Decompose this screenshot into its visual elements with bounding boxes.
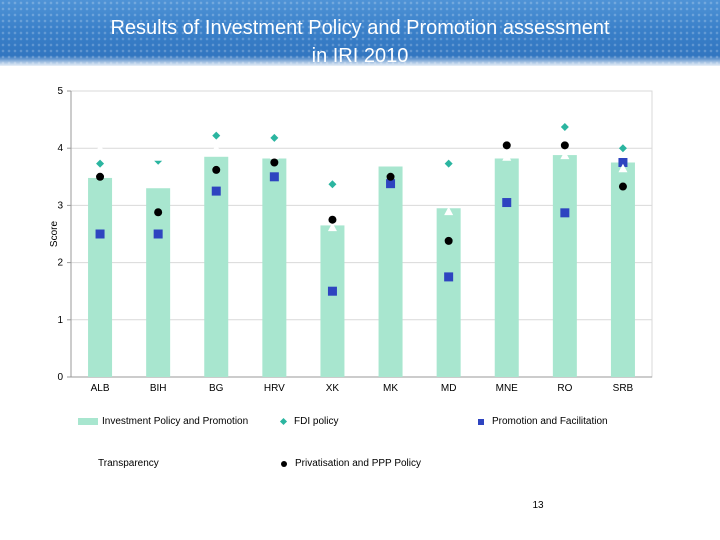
legend-label-fdi: FDI policy	[294, 416, 339, 427]
y-tick-label: 5	[57, 86, 63, 97]
legend-item-privatisation: Privatisation and PPP Policy	[281, 458, 421, 469]
point-promotion-facilitation	[211, 186, 221, 196]
y-tick-label: 4	[57, 143, 63, 154]
bar-investment-policy	[494, 158, 519, 377]
legend-diamond-marker	[279, 417, 288, 426]
point-privatisation	[386, 172, 395, 181]
point-fdi-policy	[328, 180, 337, 189]
y-tick-label: 3	[57, 200, 63, 211]
point-promotion-facilitation	[560, 208, 570, 218]
bar-investment-policy	[610, 162, 635, 377]
point-transparency	[95, 143, 105, 153]
bar-investment-policy	[146, 188, 171, 377]
legend-label-transparency: Transparency	[98, 458, 159, 469]
x-tick-label: XK	[326, 383, 340, 394]
point-promotion-facilitation	[386, 179, 396, 189]
x-tick-label: MD	[441, 383, 457, 394]
y-tick-label: 0	[57, 372, 63, 383]
bar-investment-policy	[378, 166, 403, 377]
point-transparency	[444, 206, 454, 216]
point-promotion-facilitation	[444, 272, 454, 282]
slide-title: Results of Investment Policy and Promoti…	[40, 14, 680, 70]
bar-investment-policy	[552, 155, 577, 377]
y-tick-label: 1	[57, 315, 63, 326]
point-fdi-policy	[560, 123, 569, 132]
legend-item-promotion: Promotion and Facilitation	[478, 416, 608, 427]
point-privatisation	[96, 172, 105, 181]
legend-label-privatisation: Privatisation and PPP Policy	[295, 458, 421, 469]
point-transparency	[269, 150, 279, 160]
point-privatisation	[154, 208, 163, 217]
point-privatisation	[502, 141, 511, 150]
point-privatisation	[328, 215, 337, 224]
point-transparency	[327, 222, 337, 232]
point-fdi-policy	[212, 131, 221, 140]
legend-item-transparency: Transparency	[78, 458, 159, 469]
point-privatisation	[560, 141, 569, 150]
point-transparency	[560, 150, 570, 160]
legend-circle-marker	[281, 460, 287, 467]
point-promotion-facilitation	[618, 158, 628, 167]
point-privatisation	[212, 165, 221, 174]
x-tick-label: BIH	[150, 383, 167, 394]
bar-investment-policy	[88, 177, 113, 377]
page-number: 13	[532, 500, 544, 511]
point-transparency	[153, 152, 163, 161]
point-fdi-policy	[444, 159, 453, 168]
y-axis-label: Score	[49, 221, 60, 248]
x-tick-label: MNE	[496, 383, 519, 394]
legend-label-promotion: Promotion and Facilitation	[492, 416, 608, 427]
bar-investment-policy	[436, 208, 461, 377]
x-tick-label: HRV	[264, 383, 285, 394]
title-line-1: Results of Investment Policy and Promoti…	[110, 17, 610, 39]
x-tick-label: SRB	[613, 383, 634, 394]
point-promotion-facilitation	[327, 286, 337, 296]
point-promotion-facilitation	[153, 229, 163, 239]
legend-label-investment: Investment Policy and Promotion	[102, 416, 249, 427]
legend-item-investment: Investment Policy and Promotion	[78, 416, 248, 427]
header-banner	[0, 0, 720, 66]
legend-item-fdi: FDI policy	[279, 416, 339, 427]
x-tick-label: BG	[209, 383, 224, 394]
point-fdi-policy	[96, 159, 105, 168]
title-line-2: in IRI 2010	[311, 45, 409, 67]
point-promotion-facilitation	[269, 172, 279, 182]
x-tick-label: MK	[383, 383, 398, 394]
point-privatisation	[270, 158, 279, 167]
legend-bar-swatch	[78, 418, 98, 425]
point-privatisation	[618, 182, 627, 191]
point-promotion-facilitation	[502, 198, 512, 208]
x-tick-label: ALB	[91, 383, 110, 394]
point-transparency	[211, 143, 221, 153]
point-fdi-policy	[270, 133, 279, 142]
legend-triangle-marker	[78, 460, 84, 467]
point-transparency	[618, 163, 628, 173]
point-promotion-facilitation	[95, 229, 105, 239]
y-tick-label: 2	[57, 258, 63, 269]
point-transparency	[502, 152, 512, 161]
legend-square-marker	[478, 418, 484, 425]
point-privatisation	[444, 236, 453, 245]
point-transparency	[386, 153, 396, 163]
x-tick-label: RO	[557, 383, 572, 394]
point-fdi-policy	[618, 144, 627, 153]
bar-investment-policy	[320, 225, 345, 377]
bar-investment-policy	[262, 158, 287, 377]
